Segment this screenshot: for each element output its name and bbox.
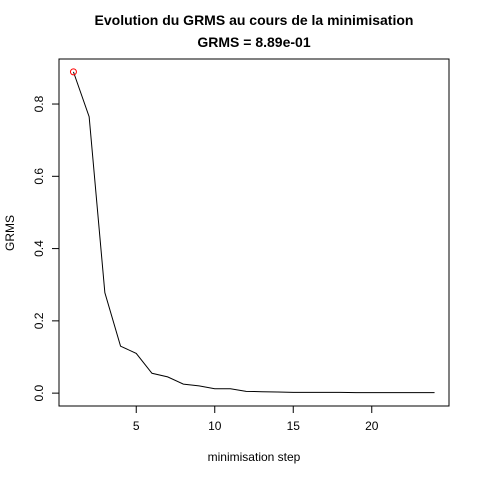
y-tick-label: 0.2	[32, 312, 46, 329]
x-tick-label: 20	[365, 419, 379, 433]
y-tick-label: 0.6	[32, 168, 46, 185]
highlight-layer	[69, 68, 77, 76]
x-tick-label: 10	[208, 419, 222, 433]
chart-subtitle: GRMS = 8.89e-01	[197, 34, 310, 50]
highlight-point-marker	[69, 68, 77, 76]
x-tick-label: 15	[287, 419, 301, 433]
series-layer	[72, 71, 435, 394]
y-tick-label: 0.8	[32, 95, 46, 112]
chart-title: Evolution du GRMS au cours de la minimis…	[95, 12, 414, 28]
series-line	[72, 71, 435, 394]
x-axis-label: minimisation step	[208, 450, 301, 464]
y-tick-label: 0.4	[32, 240, 46, 257]
x-axis: 5 10 15 20	[133, 405, 379, 433]
y-axis-label: GRMS	[3, 215, 17, 251]
y-tick-label: 0.0	[32, 384, 46, 401]
x-tick-label: 5	[133, 419, 140, 433]
plot-area-frame	[58, 58, 450, 407]
y-axis: 0.0 0.2 0.4 0.6 0.8	[32, 95, 60, 401]
